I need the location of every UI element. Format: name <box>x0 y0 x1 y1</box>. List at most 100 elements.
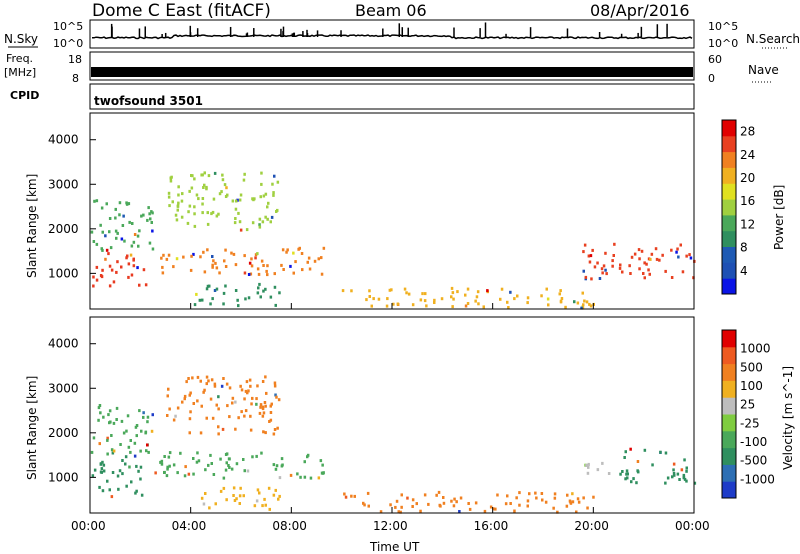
range-cell <box>215 287 219 291</box>
range-cell <box>133 441 137 445</box>
range-cell <box>188 189 191 193</box>
range-cell <box>243 271 247 275</box>
range-cell <box>197 459 201 463</box>
range-cell <box>168 204 171 208</box>
range-cell <box>509 502 512 505</box>
xtick-label: 00:00 <box>675 519 710 533</box>
sky-noise-panel <box>89 19 695 49</box>
range-cell <box>256 291 260 295</box>
range-cell <box>256 384 259 388</box>
range-cell <box>110 268 114 272</box>
range-cell <box>92 240 96 243</box>
range-cell <box>619 472 622 476</box>
range-cell <box>172 265 175 269</box>
range-cell <box>206 248 209 252</box>
range-cell <box>221 173 224 177</box>
range-cell <box>183 394 187 398</box>
range-cell <box>564 305 567 309</box>
ytick-label: 2000 <box>48 222 79 236</box>
range-cell <box>129 439 132 442</box>
range-cell <box>228 466 231 469</box>
range-cell <box>259 405 262 409</box>
range-cell <box>285 250 288 254</box>
range-cell <box>238 198 242 202</box>
colorbar-segment <box>722 278 736 295</box>
range-cell <box>300 252 304 255</box>
range-cell <box>299 475 302 479</box>
range-cell <box>513 297 516 301</box>
freq-ytick-bottom: 8 <box>72 72 79 85</box>
range-cell <box>559 289 562 293</box>
range-cell <box>98 485 101 489</box>
cpid-program: twofsound 3501 <box>94 94 203 108</box>
range-cell <box>101 230 104 234</box>
range-cell <box>613 242 616 246</box>
colorbar-segment <box>722 262 736 279</box>
range-cell <box>136 266 139 270</box>
range-cell <box>267 486 271 490</box>
range-cell <box>238 494 242 498</box>
range-cell <box>220 190 223 194</box>
xtick-label: 20:00 <box>574 519 609 533</box>
range-cell <box>176 208 179 212</box>
range-cell <box>209 397 213 401</box>
range-cell <box>675 250 678 254</box>
range-cell <box>494 507 497 511</box>
range-cell <box>240 410 243 414</box>
range-cell <box>177 193 180 197</box>
range-cell <box>99 470 103 474</box>
range-cell <box>204 492 207 495</box>
range-cell <box>589 304 593 308</box>
range-cell <box>600 267 604 271</box>
range-cell <box>228 386 232 390</box>
range-cell <box>394 505 397 509</box>
range-cell <box>259 195 262 199</box>
range-cell <box>101 248 104 252</box>
range-cell <box>212 259 215 263</box>
range-cell <box>261 405 265 409</box>
range-cell <box>227 464 230 467</box>
range-cell <box>121 459 124 462</box>
range-cell <box>169 179 173 183</box>
range-cell <box>306 455 309 459</box>
range-cell <box>127 202 131 206</box>
range-cell <box>268 507 271 511</box>
sky-noise-trace <box>91 34 693 40</box>
range-cell <box>231 401 234 405</box>
range-cell <box>419 509 422 513</box>
range-cell <box>213 382 217 386</box>
range-cell <box>273 285 277 289</box>
range-cell <box>99 274 103 277</box>
velocity-colorbar-label: Velocity [m s^-1] <box>781 366 795 470</box>
colorbar-tick: 4 <box>740 264 748 278</box>
range-cell <box>468 507 472 511</box>
range-cell <box>166 465 169 469</box>
range-cell <box>602 264 606 268</box>
range-cell <box>138 409 141 413</box>
range-cell <box>450 295 453 299</box>
colorbar-tick: 24 <box>740 148 755 162</box>
range-cell <box>258 225 262 229</box>
range-cell <box>205 185 208 189</box>
range-cell <box>261 220 265 224</box>
range-cell <box>238 502 241 505</box>
range-cell <box>111 471 115 474</box>
range-cell <box>499 297 502 301</box>
range-cell <box>248 261 252 265</box>
range-cell <box>105 248 109 252</box>
range-cell <box>154 471 157 475</box>
range-cell <box>125 256 128 260</box>
range-cell <box>137 469 140 473</box>
range-cell <box>193 224 197 228</box>
range-cell <box>217 212 220 216</box>
range-cell <box>654 247 658 251</box>
range-cell <box>683 477 687 481</box>
range-cell <box>100 247 103 251</box>
range-cell <box>582 303 585 307</box>
power-yticks: 1000 2000 3000 4000 <box>48 133 96 280</box>
range-cell <box>423 493 427 497</box>
range-cell <box>685 479 688 483</box>
range-cell <box>655 257 659 261</box>
range-cell <box>238 220 242 224</box>
